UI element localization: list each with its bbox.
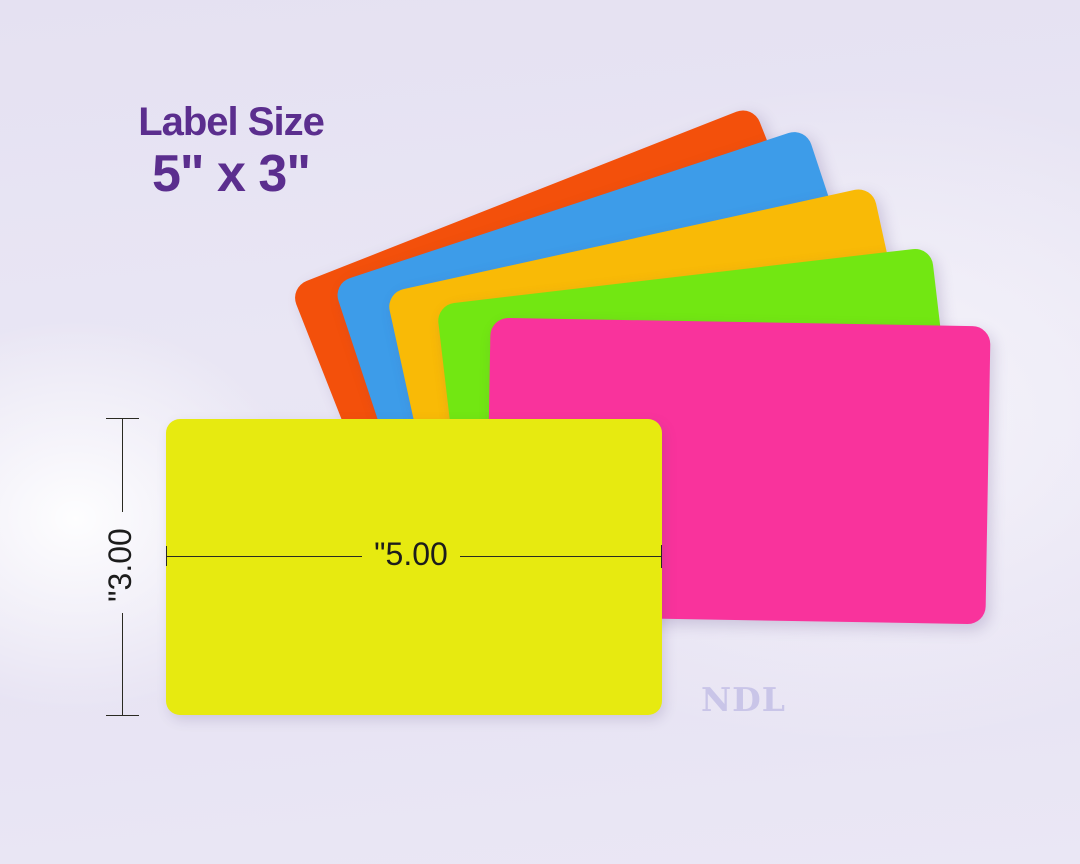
height-dimension-line-top [122, 418, 123, 512]
title-line-1: Label Size [138, 100, 325, 144]
width-dimension-tick-left [166, 546, 167, 566]
title-line-2: 5" x 3" [152, 145, 311, 203]
brand-watermark: NDL [701, 680, 786, 719]
page-title: Label Size 5" x 3" [120, 102, 342, 200]
width-dimension-line-left [166, 556, 362, 557]
width-dimension-line-right [460, 556, 662, 557]
label-card-yellow-front [166, 419, 662, 715]
height-dimension-line-bottom [122, 613, 123, 716]
height-dimension-value: "3.00 [102, 528, 138, 602]
height-dimension-tick-bottom [106, 715, 139, 716]
width-dimension-value: "5.00 [374, 536, 448, 572]
height-dimension-tick-top [106, 418, 139, 419]
width-dimension-tick-right [661, 545, 662, 568]
